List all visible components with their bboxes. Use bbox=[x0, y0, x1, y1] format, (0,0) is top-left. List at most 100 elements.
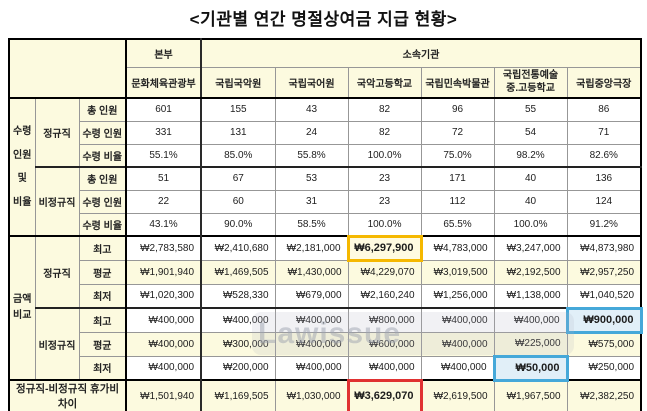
cell: 75.0% bbox=[420, 143, 495, 168]
cell: 23 bbox=[347, 166, 422, 191]
row-label: 평균 bbox=[78, 259, 127, 285]
cell: ₩250,000 bbox=[566, 355, 642, 381]
cell: ₩600,000 bbox=[347, 331, 422, 357]
cell: ₩1,967,500 bbox=[493, 379, 568, 411]
cell: ₩2,181,000 bbox=[274, 235, 349, 261]
corner-cell bbox=[8, 38, 127, 99]
cell: ₩1,020,300 bbox=[125, 283, 202, 309]
cell: 90.0% bbox=[200, 212, 276, 237]
bonus-table: 본부 소속기관 문화체육관광부 국립국악원 국립국어원 국악고등학교 국립민속박… bbox=[8, 38, 643, 411]
cell: ₩200,000 bbox=[200, 355, 276, 381]
cell: 136 bbox=[566, 166, 642, 191]
cell: 100.0% bbox=[347, 212, 422, 237]
cell: 86 bbox=[566, 97, 642, 122]
cell: 31 bbox=[274, 189, 349, 214]
header-row-1: 본부 소속기관 bbox=[8, 38, 642, 99]
row-people-reg-total: 수령 인원 및 비율 정규직 총 인원 601 155 43 82 96 55 … bbox=[8, 97, 642, 237]
cell: ₩3,247,000 bbox=[493, 235, 568, 261]
diff-row-label: 정규직-비정규직 휴가비 차이 bbox=[8, 379, 127, 411]
row-people-irr-ratio: 수령 비율 43.1% 90.0% 58.5% 100.0% 65.5% 100… bbox=[9, 212, 642, 237]
row-label: 최고 bbox=[78, 235, 127, 261]
cell: 124 bbox=[566, 189, 642, 214]
cell: 53 bbox=[274, 166, 349, 191]
cell: ₩1,430,000 bbox=[274, 259, 349, 285]
cell: ₩400,000 bbox=[347, 355, 422, 381]
row-label: 수령 인원 bbox=[78, 189, 127, 214]
cell: ₩400,000 bbox=[274, 355, 349, 381]
cell: ₩4,229,070 bbox=[347, 259, 422, 285]
cell: ₩4,783,000 bbox=[420, 235, 495, 261]
row-label: 최저 bbox=[78, 283, 127, 309]
cell: 82 bbox=[347, 120, 422, 145]
cell: 43.1% bbox=[125, 212, 202, 237]
cell: 24 bbox=[274, 120, 349, 145]
cell: 91.2% bbox=[566, 212, 642, 237]
cell: 58.5% bbox=[274, 212, 349, 237]
highlight-max-regular: ₩6,297,900 bbox=[346, 234, 423, 262]
row-amount-irr-min: 최저 ₩400,000 ₩200,000 ₩400,000 ₩400,000 ₩… bbox=[9, 354, 642, 382]
cell: ₩2,957,250 bbox=[566, 259, 642, 285]
cell: ₩1,040,520 bbox=[566, 283, 642, 309]
cell: ₩400,000 bbox=[493, 307, 568, 333]
cell: 54 bbox=[493, 120, 568, 145]
cell: 40 bbox=[493, 189, 568, 214]
cell: 65.5% bbox=[420, 212, 495, 237]
page-title: <기관별 연간 명절상여금 지급 현황> bbox=[189, 10, 458, 29]
cell: ₩2,192,500 bbox=[493, 259, 568, 285]
cell: ₩400,000 bbox=[420, 307, 495, 333]
cell: 131 bbox=[200, 120, 276, 145]
cell: 55 bbox=[493, 97, 568, 122]
row-label: 수령 비율 bbox=[78, 212, 127, 237]
cell: 71 bbox=[566, 120, 642, 145]
cell: 51 bbox=[125, 166, 202, 191]
cell: 23 bbox=[347, 189, 422, 214]
cell: ₩400,000 bbox=[274, 307, 349, 333]
cell: 171 bbox=[420, 166, 495, 191]
section-amount-label: 금액 비교 bbox=[8, 235, 36, 381]
cell: 100.0% bbox=[493, 212, 568, 237]
row-label: 수령 인원 bbox=[78, 120, 127, 145]
row-label: 최고 bbox=[78, 307, 127, 333]
cell: ₩528,330 bbox=[200, 283, 276, 309]
cell: 60 bbox=[200, 189, 276, 214]
row-label: 총 인원 bbox=[78, 97, 127, 122]
highlight-min-irregular: ₩50,000 bbox=[492, 354, 569, 382]
cell: 112 bbox=[420, 189, 495, 214]
cell: ₩4,873,980 bbox=[566, 235, 642, 261]
org-header-6: 국립중앙극장 bbox=[566, 66, 642, 99]
row-amount-reg-max: 금액 비교 정규직 최고 ₩2,783,580 ₩2,410,680 ₩2,18… bbox=[8, 234, 642, 381]
group-amount-regular: 정규직 bbox=[34, 235, 80, 309]
row-label: 최저 bbox=[78, 355, 127, 381]
cell: ₩400,000 bbox=[125, 355, 202, 381]
cell: 43 bbox=[274, 97, 349, 122]
cell: ₩400,000 bbox=[125, 331, 202, 357]
cell: 96 bbox=[420, 97, 495, 122]
cell: 55.8% bbox=[274, 143, 349, 168]
cell: 67 bbox=[200, 166, 276, 191]
section-people-label: 수령 인원 및 비율 bbox=[8, 97, 36, 237]
cell: ₩2,783,580 bbox=[125, 235, 202, 261]
cell: ₩400,000 bbox=[420, 355, 495, 381]
cell: ₩400,000 bbox=[274, 331, 349, 357]
cell: 98.2% bbox=[493, 143, 568, 168]
group-people-irregular: 비정규직 bbox=[34, 166, 80, 237]
cell: 40 bbox=[493, 166, 568, 191]
org-header-5: 국립전통예술 중.고등학교 bbox=[493, 66, 568, 99]
row-people-irr-recv: 수령 인원 22 60 31 23 112 40 124 bbox=[9, 189, 642, 214]
row-amount-irr-avg: 평균 ₩400,000 ₩300,000 ₩400,000 ₩600,000 ₩… bbox=[9, 331, 642, 357]
cell: 100.0% bbox=[347, 143, 422, 168]
cell: ₩1,469,505 bbox=[200, 259, 276, 285]
row-label: 평균 bbox=[78, 331, 127, 357]
org-header-2: 국립국어원 bbox=[274, 66, 349, 99]
cell: ₩1,030,000 bbox=[274, 379, 349, 411]
group-people-regular: 정규직 bbox=[34, 97, 80, 168]
cell: ₩2,410,680 bbox=[200, 235, 276, 261]
cell: 72 bbox=[420, 120, 495, 145]
cell: ₩225,000 bbox=[493, 331, 568, 357]
highlight-max-irregular: ₩900,000 bbox=[565, 306, 643, 334]
header-hq: 본부 bbox=[125, 38, 202, 68]
cell: ₩1,256,000 bbox=[420, 283, 495, 309]
cell: 85.0% bbox=[200, 143, 276, 168]
cell: 155 bbox=[200, 97, 276, 122]
